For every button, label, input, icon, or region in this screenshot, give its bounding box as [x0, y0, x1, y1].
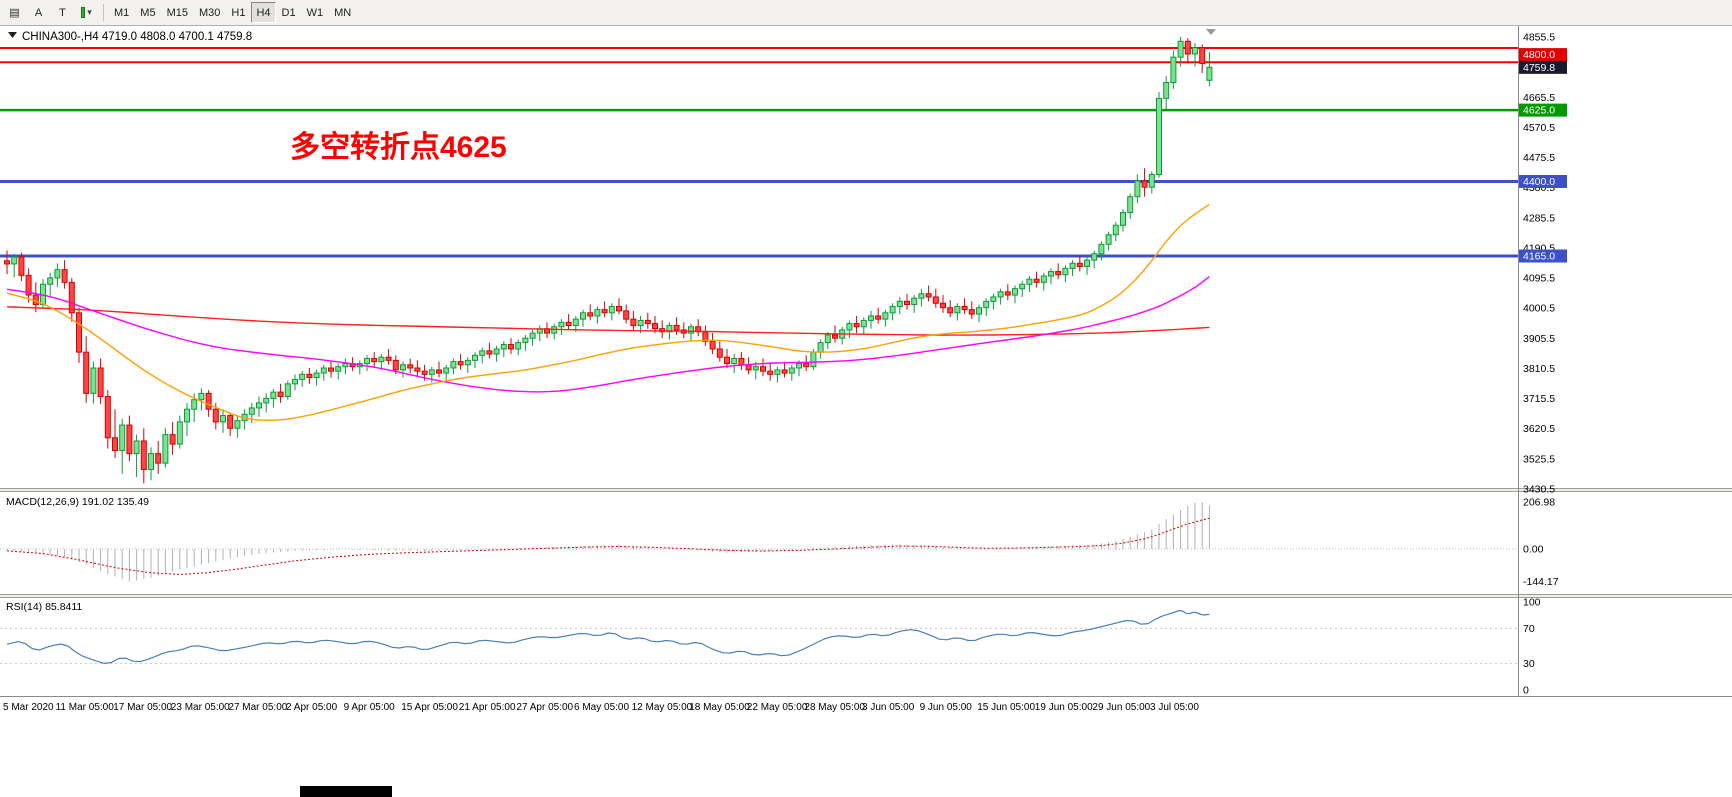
text-tool-glyph: T	[59, 6, 66, 19]
main-toolbar: ▤ A T ▾ M1 M5 M15 M30 H1 H4 D1 W1 MN	[0, 0, 1732, 26]
time-axis-label: 28 May 05:00	[804, 702, 865, 713]
symbol-triangle-icon[interactable]	[8, 32, 17, 38]
macd-scale-label: 206.98	[1523, 496, 1555, 508]
timeframe-m5-button[interactable]: M5	[135, 2, 160, 23]
timeframe-m1-button[interactable]: M1	[109, 2, 134, 23]
time-axis-label: 22 May 05:00	[747, 702, 808, 713]
time-axis-label: 6 May 05:00	[574, 702, 629, 713]
horizontal-lines	[0, 46, 1518, 258]
price-badge: 4625.0	[1519, 103, 1567, 117]
rsi-scale-label: 70	[1523, 623, 1535, 635]
price-badge: 4400.0	[1519, 174, 1567, 188]
toolbar-separator	[103, 4, 104, 21]
time-axis-label: 29 Jun 05:00	[1092, 702, 1150, 713]
svg-text:4400.0: 4400.0	[1523, 176, 1555, 188]
chevron-down-icon: ▾	[87, 7, 92, 17]
time-axis-label: 2 Apr 05:00	[286, 702, 338, 713]
ma-red	[6, 306, 1210, 336]
price-axis[interactable]: 4855.54760.54665.54570.54475.54380.54285…	[1523, 32, 1559, 697]
rsi-scale-label: 30	[1523, 658, 1535, 670]
ma-magenta	[6, 276, 1210, 393]
time-axis-label: 21 Apr 05:00	[459, 702, 516, 713]
timeframe-h1-button[interactable]: H1	[226, 2, 250, 23]
price-tick-label: 4570.5	[1523, 122, 1555, 134]
price-tick-label: 3810.5	[1523, 363, 1555, 375]
time-axis-label: 9 Apr 05:00	[344, 702, 396, 713]
price-tick-label: 4095.5	[1523, 273, 1555, 285]
time-axis-label: 23 Mar 05:00	[171, 702, 230, 713]
price-tick-label: 3430.5	[1523, 483, 1555, 495]
time-axis-label: 3 Jul 05:00	[1150, 702, 1199, 713]
time-axis-label: 27 Apr 05:00	[516, 702, 573, 713]
moving-averages	[6, 203, 1210, 421]
price-badge: 4759.8	[1519, 60, 1567, 74]
ma-orange	[6, 203, 1210, 421]
price-tick-label: 4665.5	[1523, 92, 1555, 104]
svg-text:4759.8: 4759.8	[1523, 62, 1555, 74]
grid-glyph: ▤	[9, 7, 20, 19]
time-axis-label: 18 May 05:00	[689, 702, 750, 713]
window-grid-icon[interactable]: ▤	[3, 2, 26, 23]
macd-scale-label: 0.00	[1523, 544, 1544, 556]
annotation-text: 多空转折点4625	[290, 131, 507, 164]
price-tick-label: 3905.5	[1523, 333, 1555, 345]
time-axis-label: 12 May 05:00	[632, 702, 693, 713]
time-axis-label: 9 Jun 05:00	[920, 702, 973, 713]
cursor-a-glyph: A	[34, 6, 43, 19]
chart-background	[0, 26, 1732, 797]
svg-text:4625.0: 4625.0	[1523, 105, 1555, 117]
macd-panel: MACD(12,26,9) 191.02 135.49	[0, 496, 1518, 582]
macd-scale-label: -144.17	[1523, 576, 1559, 588]
price-badge: 4165.0	[1519, 249, 1567, 263]
text-tool-button[interactable]: T	[51, 2, 74, 23]
time-axis-label: 19 Jun 05:00	[1035, 702, 1093, 713]
svg-text:4165.0: 4165.0	[1523, 251, 1555, 263]
rsi-panel: RSI(14) 85.8411	[0, 601, 1518, 665]
price-tick-label: 3525.5	[1523, 453, 1555, 465]
timeframe-m30-button[interactable]: M30	[194, 2, 225, 23]
candle-icon	[81, 7, 86, 18]
rsi-scale-label: 100	[1523, 597, 1541, 609]
rsi-label: RSI(14) 85.8411	[6, 601, 82, 613]
rsi-scale-label: 0	[1523, 685, 1529, 697]
price-tick-label: 4000.5	[1523, 303, 1555, 315]
chart-shift-marker[interactable]	[1206, 29, 1216, 35]
svg-text:4800.0: 4800.0	[1523, 49, 1555, 61]
macd-label: MACD(12,26,9) 191.02 135.49	[6, 496, 149, 508]
cursor-a-tool-button[interactable]: A	[27, 2, 50, 23]
time-axis-label: 11 Mar 05:00	[56, 702, 115, 713]
price-tick-label: 3620.5	[1523, 423, 1555, 435]
time-axis-label: 15 Apr 05:00	[401, 702, 458, 713]
price-tick-label: 4855.5	[1523, 32, 1555, 44]
price-tick-label: 3715.5	[1523, 393, 1555, 405]
timeframe-h4-button[interactable]: H4	[251, 2, 276, 23]
time-axis-label: 3 Jun 05:00	[862, 702, 915, 713]
price-tick-label: 4285.5	[1523, 212, 1555, 224]
time-axis-label: 5 Mar 2020	[3, 702, 54, 713]
time-axis-label: 27 Mar 05:00	[228, 702, 287, 713]
time-axis-label: 17 Mar 05:00	[113, 702, 172, 713]
price-badge: 4800.0	[1519, 48, 1567, 62]
rsi-line	[6, 610, 1210, 664]
bottom-black-box	[300, 786, 392, 797]
timeframe-mn-button[interactable]: MN	[329, 2, 356, 23]
timeframe-w1-button[interactable]: W1	[302, 2, 329, 23]
time-axis-label: 15 Jun 05:00	[977, 702, 1035, 713]
chart-title: CHINA300-,H4 4719.0 4808.0 4700.1 4759.8	[22, 31, 252, 43]
macd-signal-line	[6, 517, 1210, 575]
objects-dropdown-button[interactable]: ▾	[75, 2, 98, 23]
price-tick-label: 4475.5	[1523, 152, 1555, 164]
chart-svg[interactable]: 多空转折点4625 CHINA300-,H4 4719.0 4808.0 4700…	[0, 26, 1732, 797]
chart-canvas[interactable]: 多空转折点4625 CHINA300-,H4 4719.0 4808.0 4700…	[0, 26, 1732, 797]
timeframe-d1-button[interactable]: D1	[277, 2, 301, 23]
candles	[4, 36, 1213, 484]
timeframe-m15-button[interactable]: M15	[162, 2, 193, 23]
